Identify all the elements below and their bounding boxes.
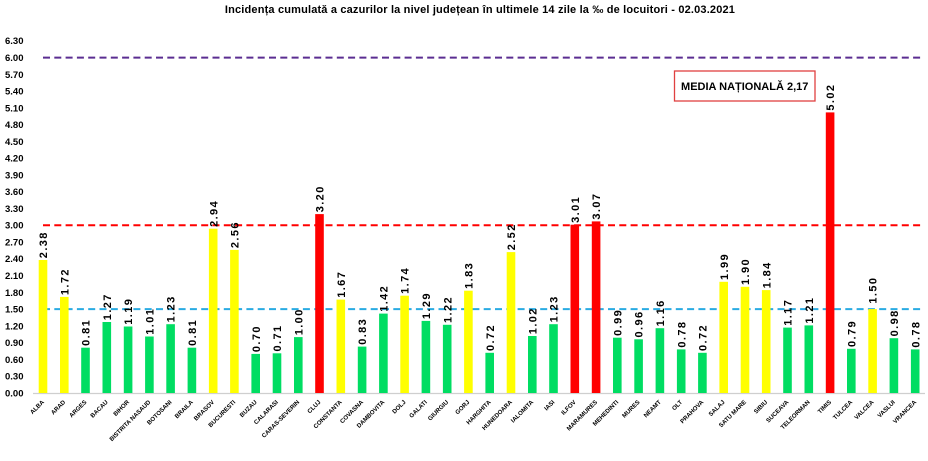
svg-text:1.90: 1.90 [740, 258, 752, 285]
svg-text:2.70: 2.70 [5, 238, 24, 249]
svg-text:5.70: 5.70 [5, 70, 24, 81]
svg-text:1.80: 1.80 [5, 288, 24, 299]
svg-text:5.40: 5.40 [5, 87, 24, 98]
svg-text:4.50: 4.50 [5, 137, 24, 148]
svg-text:0.71: 0.71 [272, 324, 284, 351]
svg-text:1.22: 1.22 [442, 296, 454, 323]
svg-text:1.72: 1.72 [59, 268, 71, 295]
svg-text:6.30: 6.30 [5, 36, 24, 47]
svg-text:4.20: 4.20 [5, 154, 24, 165]
svg-text:2.52: 2.52 [506, 223, 518, 250]
svg-text:1.99: 1.99 [719, 253, 731, 280]
svg-text:1.83: 1.83 [464, 262, 476, 289]
svg-text:Incidența cumulată a cazurilor: Incidența cumulată a cazurilor la nivel … [225, 4, 735, 16]
svg-text:2.56: 2.56 [230, 221, 242, 248]
svg-text:2.38: 2.38 [38, 231, 50, 258]
svg-text:1.50: 1.50 [5, 305, 24, 316]
svg-text:0.99: 0.99 [612, 309, 624, 336]
svg-text:1.16: 1.16 [655, 299, 667, 326]
svg-text:4.80: 4.80 [5, 120, 24, 131]
svg-text:0.79: 0.79 [846, 320, 858, 347]
svg-text:5.02: 5.02 [825, 84, 837, 111]
svg-text:1.23: 1.23 [166, 295, 178, 322]
svg-text:0.78: 0.78 [676, 321, 688, 348]
svg-text:1.67: 1.67 [336, 271, 348, 298]
svg-text:MEDIA NAȚIONALĂ 2,17: MEDIA NAȚIONALĂ 2,17 [681, 80, 808, 93]
svg-text:1.19: 1.19 [123, 298, 135, 325]
svg-text:0.90: 0.90 [5, 338, 24, 349]
svg-text:6.00: 6.00 [5, 53, 24, 64]
svg-text:1.27: 1.27 [102, 293, 114, 320]
svg-text:1.17: 1.17 [783, 299, 795, 326]
svg-text:1.50: 1.50 [868, 277, 880, 304]
svg-text:3.07: 3.07 [591, 193, 603, 220]
svg-text:0.72: 0.72 [698, 324, 710, 351]
svg-text:0.96: 0.96 [634, 310, 646, 337]
svg-text:0.81: 0.81 [81, 319, 93, 346]
svg-text:2.40: 2.40 [5, 254, 24, 265]
svg-text:3.20: 3.20 [315, 185, 327, 212]
svg-text:1.21: 1.21 [804, 297, 816, 324]
svg-text:5.10: 5.10 [5, 103, 24, 114]
svg-text:0.98: 0.98 [889, 309, 901, 336]
svg-text:1.23: 1.23 [549, 295, 561, 322]
svg-text:3.30: 3.30 [5, 204, 24, 215]
svg-text:0.30: 0.30 [5, 372, 24, 383]
svg-text:1.00: 1.00 [293, 308, 305, 335]
svg-text:0.72: 0.72 [485, 324, 497, 351]
svg-text:0.60: 0.60 [5, 355, 24, 366]
svg-text:2.94: 2.94 [208, 200, 220, 227]
svg-text:0.70: 0.70 [251, 325, 263, 352]
svg-text:2.10: 2.10 [5, 271, 24, 282]
svg-text:1.84: 1.84 [761, 261, 773, 288]
svg-text:1.20: 1.20 [5, 321, 24, 332]
svg-text:3.60: 3.60 [5, 187, 24, 198]
svg-text:0.83: 0.83 [357, 318, 369, 345]
svg-text:1.01: 1.01 [145, 308, 157, 335]
svg-text:1.42: 1.42 [379, 285, 391, 312]
svg-text:3.90: 3.90 [5, 170, 24, 181]
svg-text:1.02: 1.02 [527, 307, 539, 334]
svg-text:0.81: 0.81 [187, 319, 199, 346]
svg-text:1.29: 1.29 [421, 292, 433, 319]
svg-text:0.78: 0.78 [910, 321, 922, 348]
svg-text:1.74: 1.74 [400, 267, 412, 294]
svg-text:3.00: 3.00 [5, 221, 24, 232]
svg-text:3.01: 3.01 [570, 196, 582, 223]
svg-text:0.00: 0.00 [5, 388, 24, 399]
